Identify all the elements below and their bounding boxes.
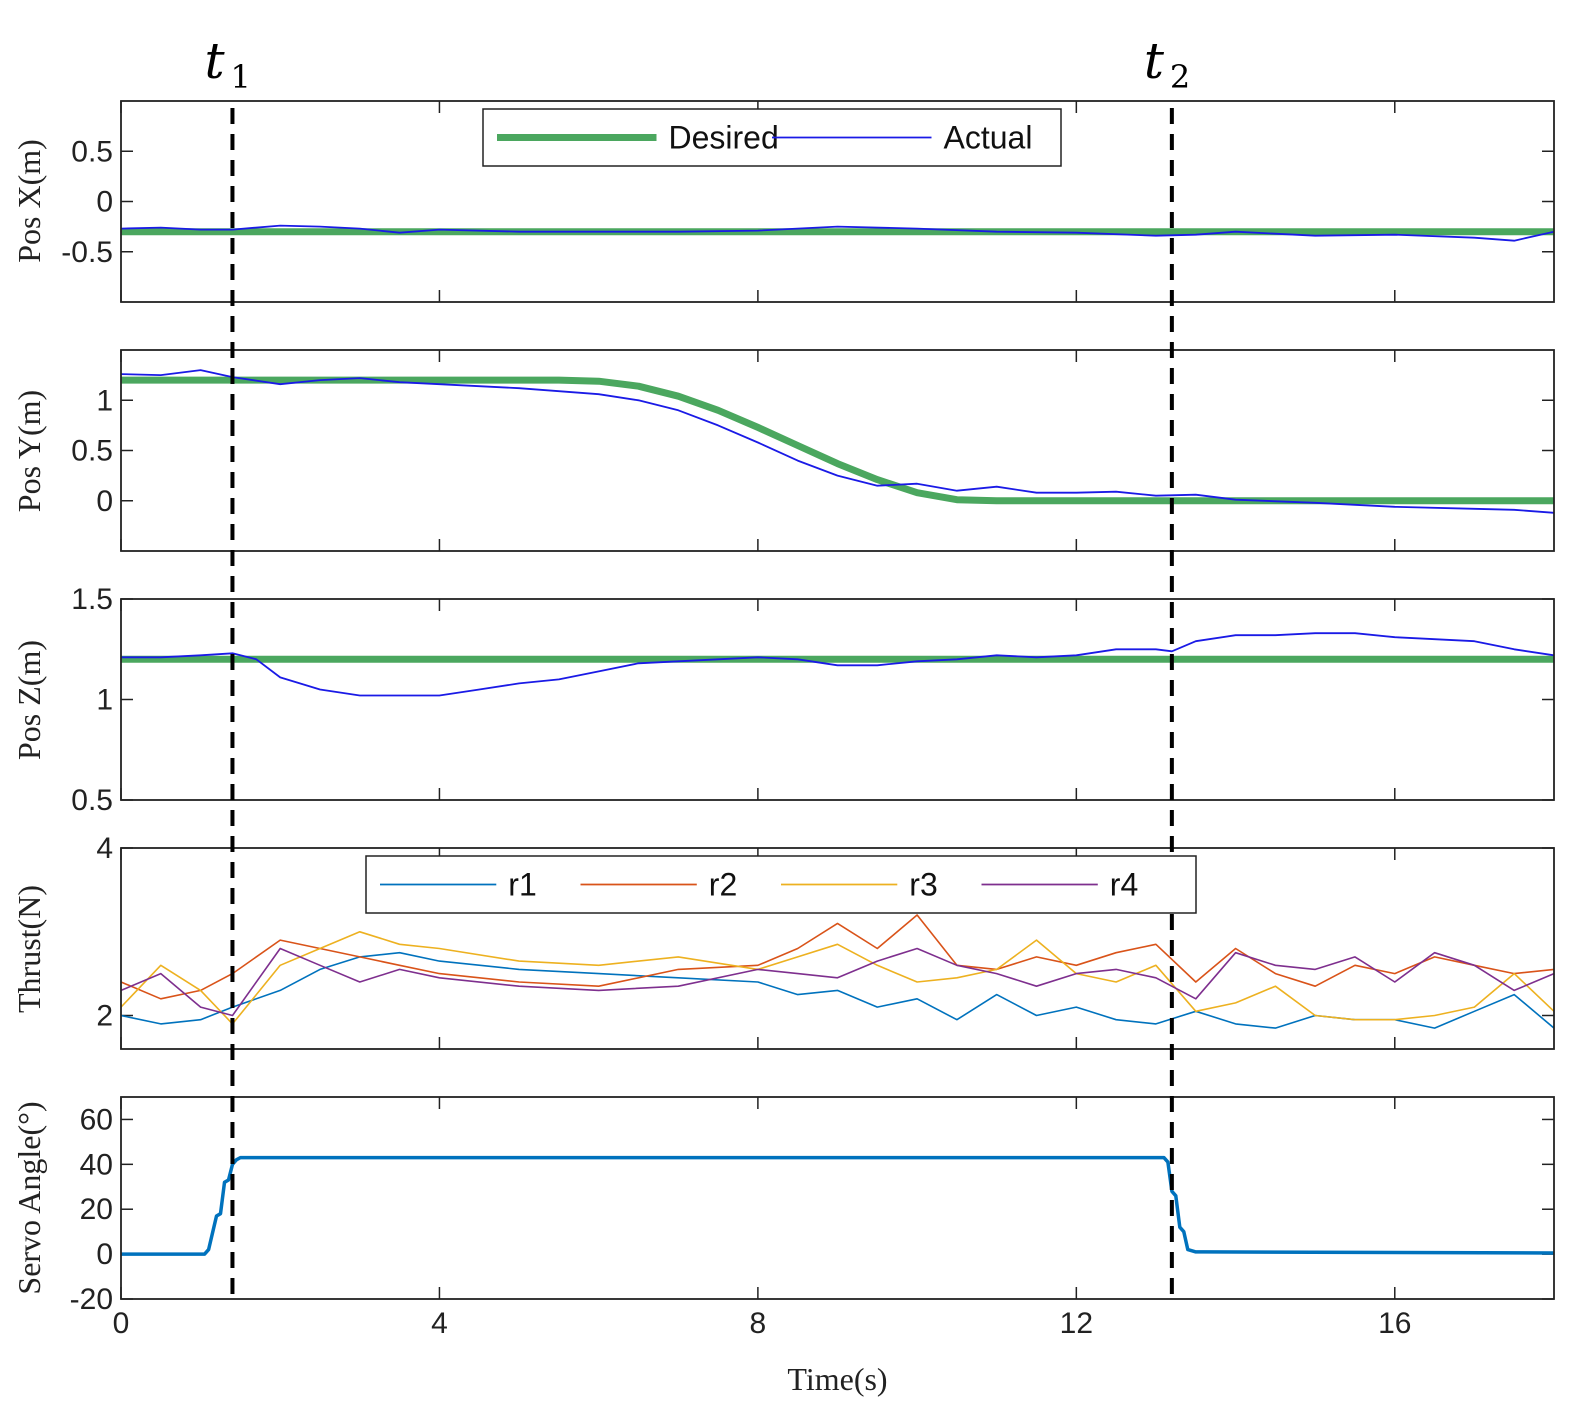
legends-layer: Desired Actual r1 r2 r3 r4 [365, 108, 1197, 914]
panel-pos-y: 1 0.5 0 Pos Y(m) [11, 349, 1555, 552]
y-tick-label: 0.5 [71, 784, 113, 817]
panel-pos-x: 0.5 0 -0.5 Pos X(m) [11, 100, 1555, 303]
series-line-actual [121, 224, 1554, 242]
y-axis-label: Pos Y(m) [11, 390, 47, 512]
series-line-actual [121, 369, 1554, 514]
legend-label-r4: r4 [1110, 867, 1138, 903]
y-tick-label: 2 [96, 1000, 113, 1033]
series-line-r1 [121, 951, 1554, 1029]
axes-frame [120, 349, 1555, 552]
x-tick-label: 4 [431, 1307, 448, 1340]
y-tick-label: 40 [80, 1148, 113, 1181]
y-tick-label: 0.5 [71, 435, 113, 468]
legend-label-desired: Desired [669, 120, 779, 156]
y-tick-label: 0.5 [71, 135, 113, 168]
legend-label-actual: Actual [944, 120, 1033, 156]
series-line-r2 [121, 914, 1554, 1000]
x-tick-label: 8 [750, 1307, 767, 1340]
series-group [121, 632, 1554, 697]
series-group [121, 1155, 1554, 1256]
axes-frame [120, 598, 1555, 801]
legend-label-r3: r3 [909, 867, 937, 903]
marker-label-t2: t [1144, 32, 1165, 90]
series-group [121, 369, 1554, 514]
plots-layer: 0.5 0 -0.5 Pos X(m) 1 0.5 0 Pos Y(m) 1.5 1 0.5 Pos … [11, 100, 1555, 1397]
legend-thrust: r1 r2 r3 r4 [365, 855, 1197, 914]
y-tick-label: -20 [70, 1283, 113, 1316]
axes-frame [120, 100, 1555, 303]
y-tick-label: 1 [96, 384, 113, 417]
series-line-r3 [121, 930, 1554, 1025]
y-axis-label: Pos Z(m) [11, 640, 47, 760]
y-tick-label: 20 [80, 1193, 113, 1226]
panel-pos-z: 1.5 1 0.5 Pos Z(m) [11, 583, 1555, 817]
y-tick-label: 4 [96, 832, 113, 865]
panel-thrust: 4 2 Thrust(N) [11, 832, 1555, 1050]
x-tick-label: 12 [1060, 1307, 1093, 1340]
series-line-servo [121, 1155, 1554, 1256]
y-tick-label: 1.5 [71, 583, 113, 616]
x-axis-label: Time(s) [787, 1361, 887, 1397]
y-tick-label: 60 [80, 1103, 113, 1136]
marker-label-t1: t [204, 32, 225, 90]
legend-label-r1: r1 [508, 867, 536, 903]
y-axis-label: Thrust(N) [11, 885, 47, 1013]
y-tick-label: -0.5 [61, 236, 113, 269]
y-tick-label: 0 [96, 186, 113, 219]
y-tick-label: 0 [96, 1238, 113, 1271]
series-line-desired [121, 376, 1554, 505]
x-tick-label: 0 [113, 1307, 130, 1340]
x-tick-label: 16 [1378, 1307, 1411, 1340]
series-group [121, 914, 1554, 1029]
series-group [121, 224, 1554, 242]
marker-subscript-t2: 2 [1170, 58, 1190, 96]
y-tick-label: 1 [96, 684, 113, 717]
y-axis-label: Servo Angle(°) [11, 1101, 47, 1294]
legend-label-r2: r2 [709, 867, 737, 903]
axes-frame [120, 1096, 1555, 1300]
marker-subscript-t1: 1 [230, 58, 250, 96]
y-tick-label: 0 [96, 485, 113, 518]
series-line-r4 [121, 947, 1554, 1017]
legend-position: Desired Actual [482, 108, 1062, 167]
y-axis-label: Pos X(m) [11, 139, 47, 263]
series-line-actual [121, 632, 1554, 697]
axes-frame [120, 847, 1555, 1050]
